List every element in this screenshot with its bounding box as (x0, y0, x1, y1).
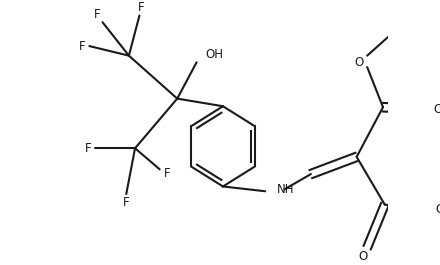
Text: OH: OH (205, 48, 224, 61)
Text: O: O (358, 250, 367, 263)
Text: F: F (123, 196, 129, 209)
Text: NH: NH (277, 183, 294, 196)
Text: F: F (85, 142, 92, 155)
Text: F: F (163, 167, 170, 180)
Text: O: O (433, 103, 440, 116)
Text: F: F (79, 39, 86, 52)
Text: O: O (435, 203, 440, 216)
Text: F: F (138, 1, 144, 14)
Text: F: F (94, 8, 101, 21)
Text: O: O (355, 56, 364, 69)
